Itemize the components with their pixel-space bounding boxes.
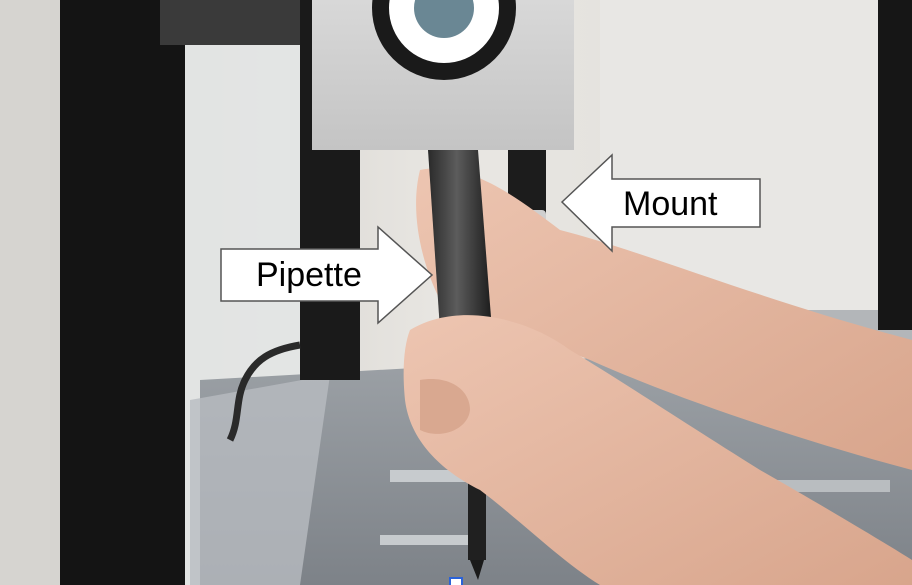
pipette-callout: Pipette xyxy=(220,225,435,326)
right-arrow-shape xyxy=(220,225,434,325)
pipette-label: Pipette xyxy=(256,256,362,294)
housing-lens xyxy=(414,0,474,38)
pipette-tip xyxy=(470,560,484,580)
right-frame-post xyxy=(878,0,912,330)
cable xyxy=(226,341,301,442)
lower-hand xyxy=(403,315,912,585)
lower-hand-finger xyxy=(420,379,470,434)
mount-callout: Mount xyxy=(560,153,765,254)
selection-handle[interactable] xyxy=(449,577,463,585)
top-bracket xyxy=(160,0,300,45)
left-wall xyxy=(0,0,60,585)
left-frame-post xyxy=(60,0,185,585)
left-arrow-shape xyxy=(560,153,761,253)
deck-slot-2 xyxy=(380,535,470,545)
deck-edge xyxy=(190,375,330,585)
upper-hand xyxy=(416,168,912,470)
mount-label: Mount xyxy=(623,185,718,223)
pipette-body xyxy=(428,150,492,330)
